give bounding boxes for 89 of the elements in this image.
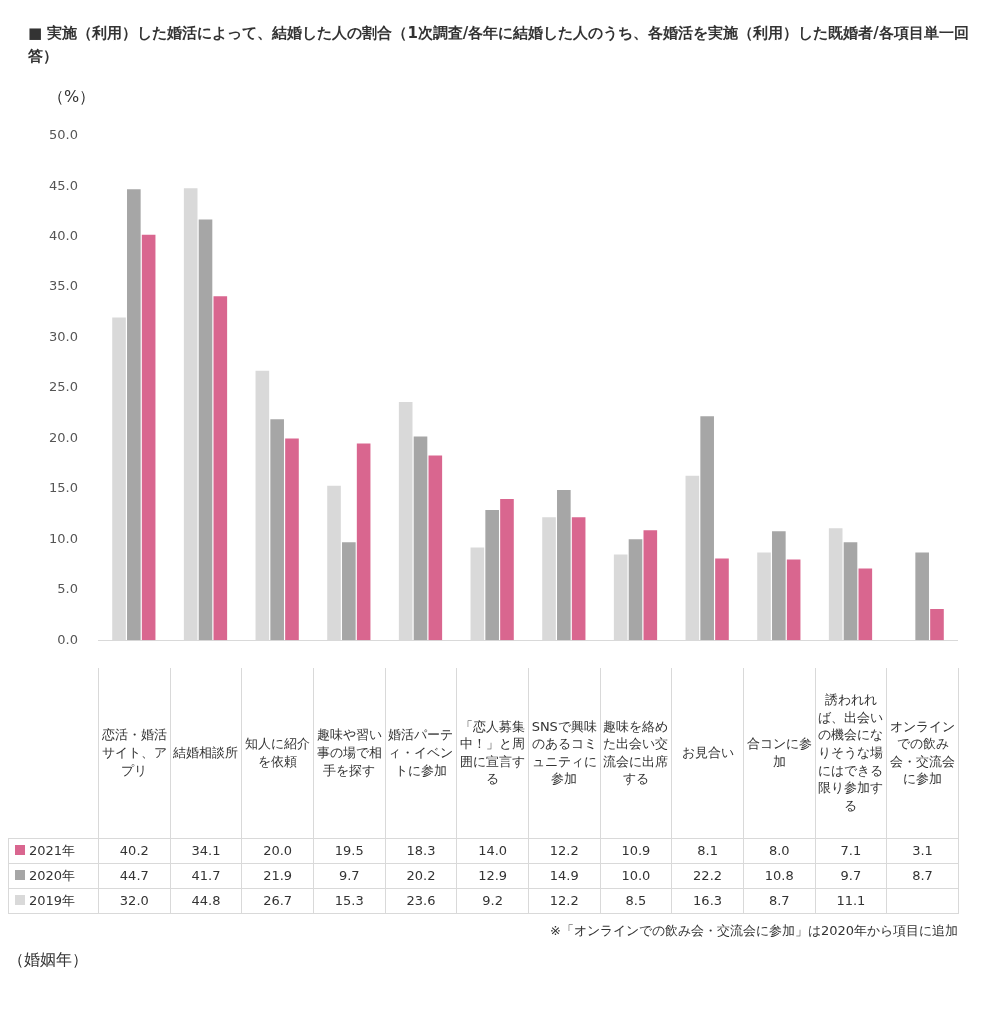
- data-label: 14.0: [456, 838, 529, 863]
- x-tick-label: 誘われれば、出会いの機会になりそうな場にはできる限り参加する: [815, 668, 887, 838]
- bar: [342, 542, 356, 641]
- legend-label: 2019年: [8, 888, 99, 913]
- x-tick-label: 趣味や習い事の場で相手を探す: [313, 668, 386, 838]
- y-tick-label: 20.0: [49, 429, 78, 445]
- data-label: 16.3: [671, 888, 744, 913]
- bar: [843, 542, 858, 641]
- bar: [270, 419, 284, 641]
- data-label: 8.7: [886, 863, 959, 888]
- bar: [141, 234, 156, 641]
- x-tick-label: 知人に紹介を依頼: [241, 668, 314, 838]
- data-label: 8.7: [743, 888, 816, 913]
- data-label: 10.0: [600, 863, 672, 888]
- data-label: 8.5: [600, 888, 672, 913]
- y-tick-label: 5.0: [57, 581, 78, 597]
- data-label: 12.9: [456, 863, 529, 888]
- data-label: 14.9: [528, 863, 601, 888]
- legend-label: 2020年: [8, 863, 99, 888]
- bar: [285, 438, 299, 641]
- data-label: 23.6: [385, 888, 457, 913]
- x-tick-label: 恋活・婚活サイト、アプリ: [98, 668, 171, 838]
- data-label: 7.1: [815, 838, 887, 863]
- y-tick-label: 15.0: [49, 480, 78, 496]
- data-label: 44.7: [98, 863, 171, 888]
- data-label: 12.2: [528, 888, 601, 913]
- bar: [715, 558, 729, 641]
- y-tick-label: 40.0: [49, 228, 78, 244]
- bar: [643, 530, 658, 641]
- bar: [628, 539, 643, 641]
- bar: [356, 443, 371, 641]
- data-label: 8.0: [743, 838, 816, 863]
- bar: [858, 568, 873, 641]
- bar: [413, 436, 428, 641]
- data-label: 9.7: [815, 863, 887, 888]
- data-label: 19.5: [313, 838, 386, 863]
- data-label: 8.1: [671, 838, 744, 863]
- legend-label: 2021年: [8, 838, 99, 863]
- x-tick-label: 結婚相談所: [170, 668, 242, 838]
- data-label: 9.2: [456, 888, 529, 913]
- data-label: 44.8: [170, 888, 242, 913]
- x-tick-label: 婚活パーティ・イベントに参加: [385, 668, 457, 838]
- x-tick-label: 趣味を絡めた出会い交流会に出席する: [600, 668, 672, 838]
- data-label: 3.1: [886, 838, 959, 863]
- data-label: 41.7: [170, 863, 242, 888]
- bar: [700, 416, 714, 641]
- data-label: 20.0: [241, 838, 314, 863]
- data-label: 15.3: [313, 888, 386, 913]
- data-label: 32.0: [98, 888, 171, 913]
- bar: [915, 552, 929, 641]
- y-tick-label: 25.0: [49, 379, 78, 395]
- y-tick-label: 0.0: [57, 631, 78, 647]
- data-label: 26.7: [241, 888, 314, 913]
- data-label: 9.7: [313, 863, 386, 888]
- text: （婚姻年）: [8, 949, 89, 971]
- bar: [428, 455, 443, 641]
- data-label: 22.2: [671, 863, 744, 888]
- data-label: 34.1: [170, 838, 242, 863]
- y-tick-label: 35.0: [49, 278, 78, 294]
- bar: [500, 498, 514, 641]
- bar: [485, 510, 499, 641]
- bar: [772, 531, 786, 641]
- data-label: 12.2: [528, 838, 601, 863]
- bar: [571, 517, 586, 641]
- bar: [930, 608, 944, 641]
- bar: [127, 189, 141, 641]
- bar: [213, 296, 228, 641]
- data-label: 10.9: [600, 838, 672, 863]
- x-tick-label: オンラインでの飲み会・交流会に参加: [886, 668, 959, 838]
- data-label: 21.9: [241, 863, 314, 888]
- data-label: 10.8: [743, 863, 816, 888]
- x-tick-label: SNSで興味のあるコミュニティに参加: [528, 668, 601, 838]
- bar: [557, 489, 571, 641]
- x-tick-label: 「恋人募集中！」と周囲に宣言する: [456, 668, 529, 838]
- data-label: 20.2: [385, 863, 457, 888]
- x-tick-label: 合コンに参加: [743, 668, 816, 838]
- y-tick-label: 30.0: [49, 328, 78, 344]
- y-axis-title: （%）: [47, 87, 97, 108]
- x-tick-label: お見合い: [671, 668, 744, 838]
- data-label: 18.3: [385, 838, 457, 863]
- data-label: 40.2: [98, 838, 171, 863]
- chart-title: ■ 実施（利用）した婚活によって、結婚した人の割合（1次調査/各年に結婚した人のうち、各婚活を実施（利用）した既婚者/各項目単一回答）: [27, 23, 970, 67]
- bar: [786, 559, 801, 641]
- text: ※「オンラインでの飲み会・交流会に参加」は2020年から項目に追加: [549, 921, 958, 940]
- data-label: 11.1: [815, 888, 887, 913]
- y-tick-label: 50.0: [49, 127, 78, 143]
- y-tick-label: 10.0: [49, 530, 78, 546]
- y-tick-label: 45.0: [49, 177, 78, 193]
- bar: [198, 219, 213, 641]
